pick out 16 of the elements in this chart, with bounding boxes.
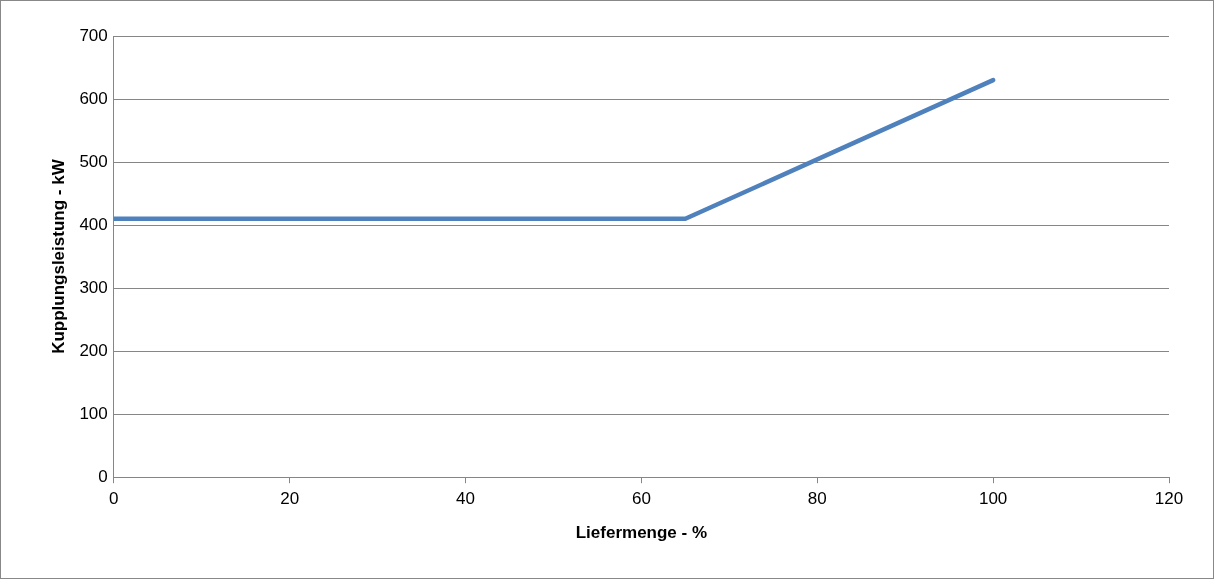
y-tick-label: 0 xyxy=(98,466,108,486)
y-tick-label: 200 xyxy=(79,340,108,360)
x-tick-label: 80 xyxy=(807,489,827,509)
y-axis-title: Kupplungsleistung - kW xyxy=(48,158,68,354)
y-tick-label: 400 xyxy=(79,214,108,234)
y-tick-label: 500 xyxy=(79,151,108,171)
x-axis-title: Liefermenge - % xyxy=(575,523,708,543)
x-tick-label: 120 xyxy=(1154,489,1184,509)
x-tick-label: 100 xyxy=(978,489,1008,509)
x-tick-label: 40 xyxy=(456,489,475,509)
y-tick-label: 700 xyxy=(79,25,108,45)
y-tick-label: 100 xyxy=(79,403,108,423)
x-tick-label: 20 xyxy=(280,489,300,509)
y-tick-label: 300 xyxy=(79,277,108,297)
y-tick-label: 600 xyxy=(79,88,108,108)
x-tick-label: 60 xyxy=(631,489,651,509)
